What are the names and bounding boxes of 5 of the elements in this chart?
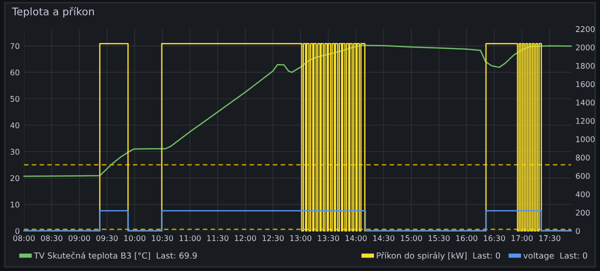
- line-series: [23, 44, 572, 177]
- chart-title: Teplota a příkon: [12, 6, 94, 18]
- legend-label: TV Skutečná teplota B3 [°C] Last: 69.9: [34, 252, 197, 260]
- legend-label: voltage Last: 0: [523, 252, 588, 260]
- legend-label: Příkon do spirály [kW] Last: 0: [376, 252, 500, 260]
